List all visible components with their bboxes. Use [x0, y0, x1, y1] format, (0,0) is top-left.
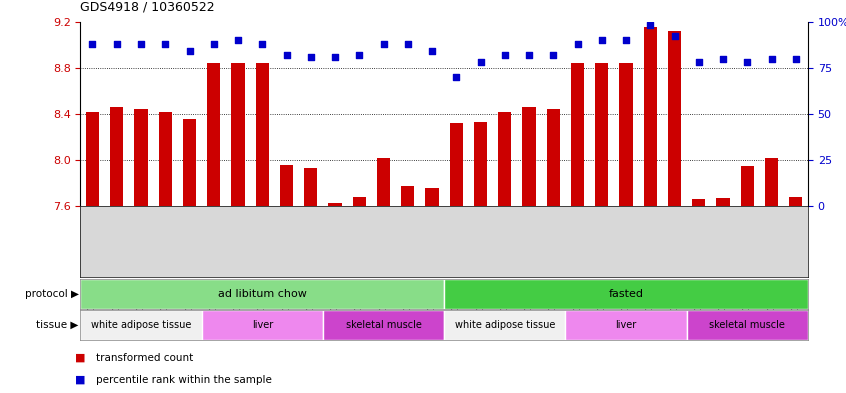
Point [207, 40, 221, 47]
Point [110, 40, 124, 47]
Bar [667, 31, 681, 206]
Bar [426, 188, 439, 206]
Point [547, 52, 560, 58]
Text: ■: ■ [75, 353, 86, 363]
Text: ad libitum chow: ad libitum chow [217, 289, 307, 299]
Text: fasted: fasted [608, 289, 644, 299]
Point [135, 40, 148, 47]
Text: skeletal muscle: skeletal muscle [345, 320, 421, 330]
Bar [619, 63, 633, 206]
Bar [135, 109, 148, 206]
Bar [183, 119, 196, 206]
Point [692, 59, 706, 65]
Point [449, 74, 463, 80]
Text: protocol ▶: protocol ▶ [25, 289, 79, 299]
Bar [201, 310, 323, 340]
Bar [595, 63, 608, 206]
Point [644, 22, 657, 28]
Bar [376, 158, 390, 206]
Point [304, 53, 317, 60]
Text: liver: liver [615, 320, 637, 330]
Bar [498, 112, 512, 206]
Bar [644, 28, 657, 206]
Point [740, 59, 754, 65]
Bar [80, 279, 444, 309]
Bar [687, 310, 808, 340]
Text: white adipose tissue: white adipose tissue [91, 320, 191, 330]
Text: transformed count: transformed count [96, 353, 194, 363]
Bar [565, 310, 687, 340]
Bar [789, 197, 803, 206]
Bar [85, 112, 99, 206]
Point [426, 48, 439, 54]
Point [667, 33, 681, 40]
Bar [740, 166, 754, 206]
Point [595, 37, 608, 43]
Point [255, 40, 269, 47]
Point [571, 40, 585, 47]
Bar [444, 279, 808, 309]
Bar [474, 122, 487, 206]
Point [619, 37, 633, 43]
Bar [571, 63, 585, 206]
Point [353, 52, 366, 58]
Bar [304, 168, 317, 206]
Bar [110, 107, 124, 206]
Bar [280, 165, 294, 206]
Bar [158, 112, 172, 206]
Text: skeletal muscle: skeletal muscle [709, 320, 785, 330]
Bar [522, 107, 536, 206]
Text: percentile rank within the sample: percentile rank within the sample [96, 375, 272, 385]
Bar [444, 310, 565, 340]
Point [231, 37, 244, 43]
Point [717, 55, 730, 62]
Bar [547, 109, 560, 206]
Bar [401, 185, 415, 206]
Bar [255, 63, 269, 206]
Bar [765, 158, 778, 206]
Bar [80, 310, 201, 340]
Point [401, 40, 415, 47]
Point [789, 55, 803, 62]
Point [522, 52, 536, 58]
Bar [353, 197, 366, 206]
Bar [328, 203, 342, 206]
Text: tissue ▶: tissue ▶ [36, 320, 79, 330]
Text: liver: liver [251, 320, 273, 330]
Text: GDS4918 / 10360522: GDS4918 / 10360522 [80, 1, 215, 14]
Text: white adipose tissue: white adipose tissue [454, 320, 555, 330]
Bar [231, 63, 244, 206]
Point [183, 48, 196, 54]
Point [765, 55, 778, 62]
Point [158, 40, 172, 47]
Point [474, 59, 487, 65]
Bar [449, 123, 463, 206]
Bar [717, 198, 730, 206]
Bar [692, 199, 706, 206]
Point [498, 52, 512, 58]
Bar [323, 310, 444, 340]
Bar [207, 63, 221, 206]
Text: ■: ■ [75, 375, 86, 385]
Point [280, 52, 294, 58]
Point [328, 53, 342, 60]
Point [376, 40, 390, 47]
Point [85, 40, 99, 47]
